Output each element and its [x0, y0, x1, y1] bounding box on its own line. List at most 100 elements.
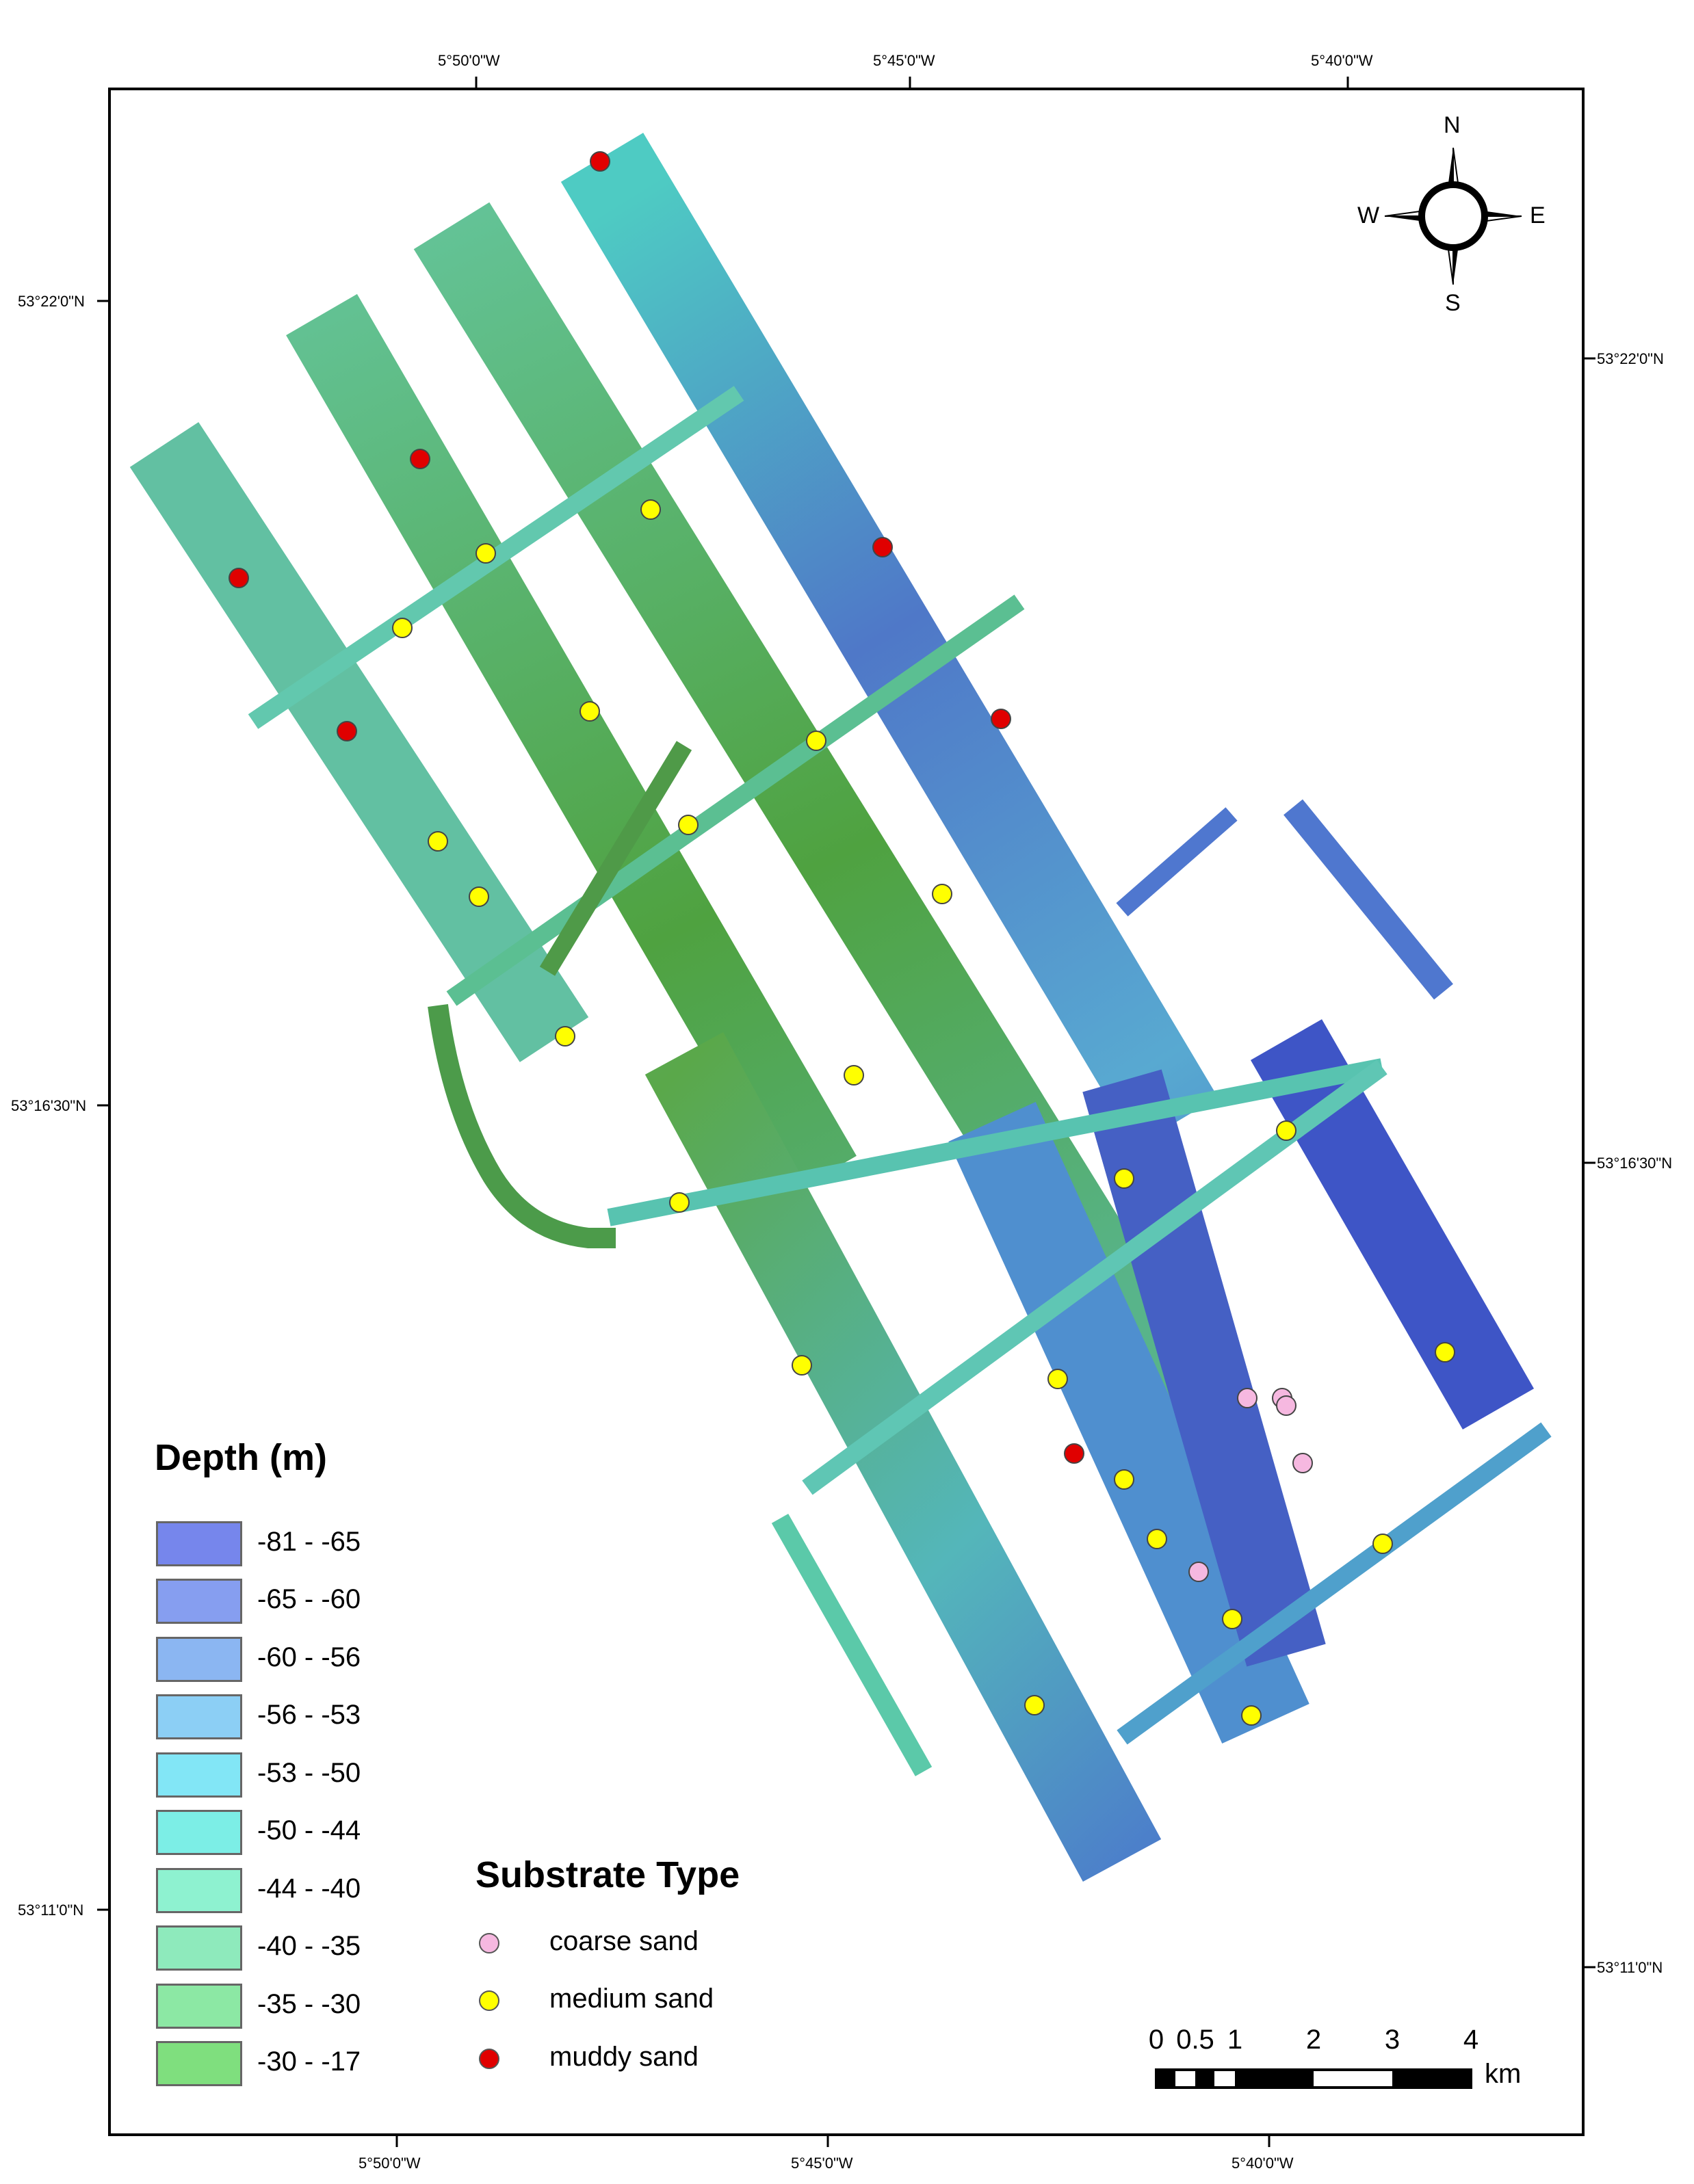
scale-tick-label: 4: [1463, 2025, 1479, 2055]
west-label: W: [1357, 202, 1380, 228]
left-lat-label: 53°16'30"N: [11, 1097, 87, 1114]
depth-class-label: -30 - -17: [257, 2047, 361, 2077]
depth-class-label: -60 - -56: [257, 1642, 361, 1672]
sample-coarse: [1188, 1562, 1209, 1582]
depth-swatch: [156, 1984, 242, 2029]
sample-medium: [669, 1192, 690, 1213]
swath-6: [1283, 799, 1453, 1000]
sample-medium: [1047, 1369, 1068, 1389]
sample-medium: [555, 1026, 575, 1047]
depth-class-label: -53 - -50: [257, 1758, 361, 1788]
sample-medium: [1147, 1529, 1167, 1549]
swath-2: [286, 293, 857, 1198]
substrate-label: muddy sand: [549, 2042, 699, 2072]
substrate-label: medium sand: [549, 1984, 714, 2014]
substrate-label: coarse sand: [549, 1926, 699, 1956]
depth-swatch: [156, 1579, 242, 1624]
swath-loop: [428, 1004, 616, 1248]
depth-swatch: [156, 1752, 242, 1798]
depth-class-label: -50 - -44: [257, 1815, 361, 1845]
sample-medium: [469, 886, 489, 907]
left-lat-label: 53°22'0"N: [18, 293, 85, 310]
sample-medium: [1024, 1695, 1045, 1715]
depth-swatch: [156, 1637, 242, 1682]
depth-swatch: [156, 1868, 242, 1913]
depth-class-label: -65 - -60: [257, 1584, 361, 1614]
scale-tick-label: 0: [1148, 2025, 1164, 2055]
sample-medium: [428, 831, 448, 852]
graticule-ticks: [97, 77, 1595, 2147]
depth-class-label: -56 - -53: [257, 1700, 361, 1730]
south-label: S: [1445, 290, 1461, 316]
sample-medium: [640, 499, 661, 520]
sample-medium: [844, 1065, 864, 1086]
sample-muddy: [991, 709, 1011, 729]
crossline-1: [248, 386, 744, 729]
sample-medium: [1114, 1168, 1134, 1189]
swath-4: [560, 133, 1219, 1146]
sample-medium: [806, 731, 826, 751]
sample-muddy: [229, 568, 249, 588]
top-lon-label: 5°45'0"W: [873, 52, 935, 69]
sample-muddy: [410, 449, 430, 469]
crossline-7: [1116, 807, 1238, 917]
sample-medium: [1276, 1120, 1296, 1141]
depth-swatch: [156, 1521, 242, 1566]
muddy-sand-marker-icon: [479, 2049, 499, 2069]
right-lat-label: 53°22'0"N: [1597, 350, 1664, 367]
bottom-lon-label: 5°45'0"W: [791, 2155, 853, 2172]
scale-tick-label: 0.5: [1176, 2025, 1214, 2055]
sample-medium: [792, 1355, 812, 1376]
medium-sand-marker-icon: [479, 1990, 499, 2011]
survey-crosslines: [248, 386, 1552, 1745]
sample-muddy: [872, 537, 893, 557]
scale-tick-label: 2: [1305, 2025, 1322, 2055]
crossline-5: [1117, 1422, 1552, 1745]
swath-1: [129, 422, 589, 1062]
sample-medium: [1435, 1342, 1455, 1363]
depth-class-label: -44 - -40: [257, 1873, 361, 1904]
crossline-2: [446, 594, 1025, 1006]
sample-coarse: [1237, 1388, 1258, 1408]
crossline-3: [607, 1058, 1384, 1226]
north-label: N: [1444, 112, 1461, 138]
sample-medium: [392, 618, 413, 638]
north-arrow-icon: [1384, 147, 1522, 285]
depth-swatch: [156, 1694, 242, 1739]
sample-medium: [1372, 1534, 1393, 1554]
crossline-6: [539, 741, 692, 976]
sample-medium: [475, 543, 496, 564]
substrate-points: [229, 151, 1455, 1726]
sample-medium: [1114, 1469, 1134, 1490]
bottom-lon-label: 5°40'0"W: [1232, 2155, 1294, 2172]
east-label: E: [1530, 202, 1546, 228]
depth-class-label: -35 - -30: [257, 1989, 361, 2019]
sample-medium: [1222, 1609, 1242, 1629]
depth-swatch: [156, 1810, 242, 1855]
depth-class-label: -81 - -65: [257, 1527, 361, 1557]
sample-coarse: [1292, 1453, 1313, 1473]
right-lat-label: 53°16'30"N: [1597, 1155, 1673, 1172]
left-lat-label: 53°11'0"N: [18, 1902, 84, 1919]
swath-3b: [948, 1102, 1309, 1744]
swath-5: [1250, 1019, 1535, 1430]
scale-tick-label: 3: [1384, 2025, 1400, 2055]
depth-swatch: [156, 2041, 242, 2086]
sample-medium: [932, 884, 952, 904]
depth-class-label: -40 - -35: [257, 1931, 361, 1961]
scale-unit: km: [1485, 2059, 1522, 2089]
coarse-sand-marker-icon: [479, 1933, 499, 1953]
right-lat-label: 53°11'0"N: [1597, 1959, 1663, 1976]
sample-medium: [678, 815, 699, 835]
sample-muddy: [337, 721, 357, 741]
sample-coarse: [1276, 1395, 1296, 1416]
map-frame: [108, 88, 1585, 2136]
sample-muddy: [590, 151, 610, 172]
depth-legend-title: Depth (m): [155, 1437, 327, 1478]
top-lon-label: 5°50'0"W: [438, 52, 500, 69]
scale-bar: [1155, 2068, 1472, 2089]
swath-4b: [1082, 1069, 1326, 1667]
sample-medium: [579, 701, 600, 722]
depth-swatch: [156, 1925, 242, 1971]
bottom-lon-label: 5°50'0"W: [359, 2155, 421, 2172]
